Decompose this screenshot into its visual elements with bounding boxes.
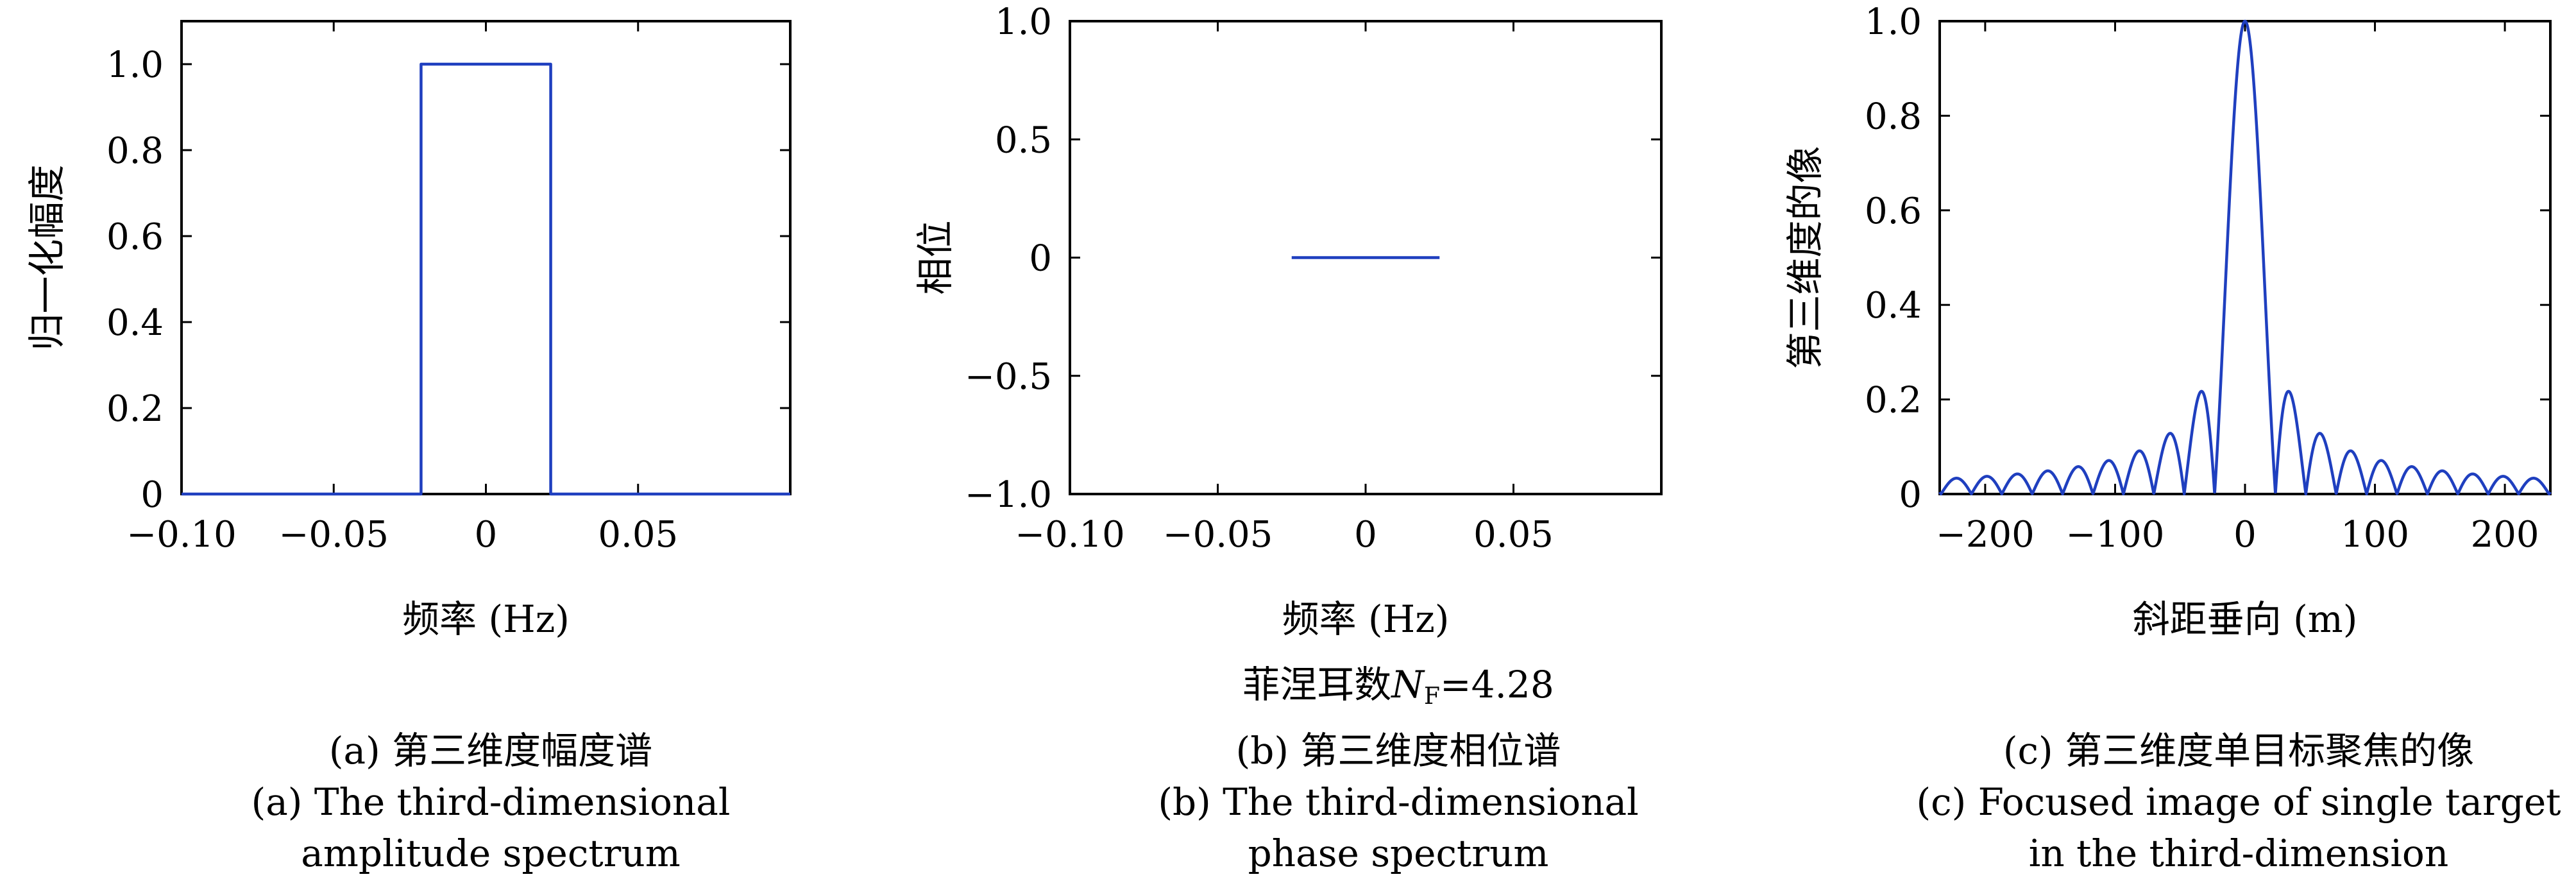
fresnel-number-annotation: 菲涅耳数NF=4.28 <box>1242 654 1554 710</box>
y-axis-label-b: 相位 <box>913 220 957 294</box>
x-tick-label-a: −0.10 <box>126 514 237 556</box>
fresnel-symbol: N <box>1391 663 1425 706</box>
y-tick-label-b: 0.5 <box>995 119 1052 161</box>
x-tick-label-c: −100 <box>2066 514 2165 556</box>
y-tick-label-a: 0 <box>140 474 164 516</box>
caption-b-en-line2: phase spectrum <box>1248 832 1549 875</box>
panel-c-focused-image: −200 −100 0 100 200 0 0.2 0.4 0.6 0.8 1.0 斜距垂向 (m) 第… <box>1783 1 2552 641</box>
caption-a: (a) 第三维度幅度谱 (a) The third-dimensional am… <box>251 725 731 879</box>
caption-b-en-line1: (b) The third-dimensional <box>1158 780 1639 824</box>
x-axis-label-c: 斜距垂向 (m) <box>2133 597 2358 641</box>
series-line-a <box>182 62 790 496</box>
y-tick-label-a: 0.4 <box>106 302 164 344</box>
caption-c-en-line2: in the third-dimension <box>2028 832 2449 875</box>
fresnel-subscript: F <box>1424 683 1440 710</box>
caption-a-en-line2: amplitude spectrum <box>301 832 681 875</box>
fresnel-value: =4.28 <box>1440 663 1554 706</box>
y-tick-label-a: 0.8 <box>106 130 164 172</box>
caption-b-cn: (b) 第三维度相位谱 <box>1235 729 1561 772</box>
caption-c-cn: (c) 第三维度单目标聚焦的像 <box>2003 729 2475 772</box>
caption-a-cn: (a) 第三维度幅度谱 <box>328 729 653 772</box>
panel-a-amplitude-spectrum: −0.10 −0.05 0 0.05 0 0.2 0.4 0.6 0.8 1.0 频率 (Hz) 归一… <box>25 20 792 641</box>
axes-frame-c <box>1938 20 2552 495</box>
caption-c-en-line1: (c) Focused image of single target <box>1916 780 2561 824</box>
y-tick-label-a: 0.6 <box>106 216 164 258</box>
y-tick-label-a: 0.2 <box>106 388 164 430</box>
x-tick-label-a: 0.05 <box>598 514 678 556</box>
y-tick-label-c: 0.4 <box>1865 285 1922 327</box>
x-tick-label-c: 0 <box>2233 514 2257 556</box>
x-tick-label-b: −0.10 <box>1015 514 1125 556</box>
x-tick-label-c: −200 <box>1936 514 2035 556</box>
axes-frame-a <box>180 20 792 495</box>
y-tick-label-c: 0.8 <box>1865 96 1922 137</box>
y-tick-label-b: 0 <box>1029 238 1052 280</box>
y-tick-label-b: −1.0 <box>965 474 1052 516</box>
x-axis-label-a: 频率 (Hz) <box>402 597 570 641</box>
panel-b-phase-spectrum: −0.10 −0.05 0 0.05 −1.0 −0.5 0 0.5 1.0 频率 (Hz) 相位 <box>913 1 1663 641</box>
fresnel-label: 菲涅耳数 <box>1242 663 1392 706</box>
y-tick-label-c: 0.6 <box>1865 191 1922 232</box>
x-tick-label-c: 200 <box>2471 514 2539 556</box>
y-tick-label-c: 0 <box>1899 474 1922 516</box>
x-tick-label-c: 100 <box>2341 514 2409 556</box>
x-tick-label-b: 0.05 <box>1473 514 1554 556</box>
y-tick-label-c: 1.0 <box>1865 1 1922 43</box>
x-axis-label-b: 频率 (Hz) <box>1282 597 1450 641</box>
y-axis-label-c: 第三维度的像 <box>1783 146 1827 369</box>
caption-b: (b) 第三维度相位谱 (b) The third-dimensional ph… <box>1158 725 1638 879</box>
x-tick-label-b: 0 <box>1354 514 1377 556</box>
caption-a-en-line1: (a) The third-dimensional <box>251 780 731 824</box>
series-line-c <box>1938 19 2552 496</box>
y-tick-label-c: 0.2 <box>1865 380 1922 422</box>
y-tick-label-a: 1.0 <box>106 44 164 86</box>
y-tick-label-b: −0.5 <box>965 356 1052 398</box>
caption-c: (c) 第三维度单目标聚焦的像 (c) Focused image of sin… <box>1917 725 2561 879</box>
y-axis-label-a: 归一化幅度 <box>25 164 69 350</box>
x-tick-label-b: −0.05 <box>1163 514 1273 556</box>
y-tick-label-b: 1.0 <box>995 1 1052 43</box>
x-tick-label-a: −0.05 <box>278 514 389 556</box>
x-tick-label-a: 0 <box>475 514 498 556</box>
